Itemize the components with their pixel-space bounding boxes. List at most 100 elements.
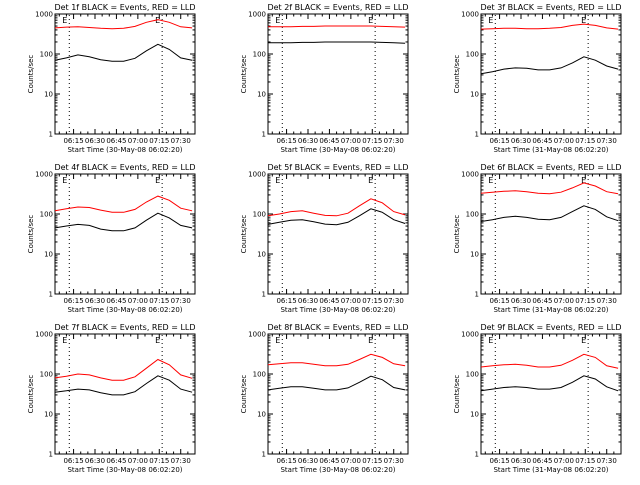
x-tick-label: 07:30 — [384, 457, 404, 465]
chart-panel-1: Det 1f BLACK = Events, RED = LLD 1 10 100 10… — [27, 3, 196, 154]
y-tick-label: 10 — [257, 411, 266, 419]
y-tick-label: 1 — [49, 131, 53, 139]
x-axis-label: Start Time (31-May-08 06:02:20) — [493, 466, 608, 474]
event-marker-label: E — [275, 176, 280, 185]
chart-title: Det 9f BLACK = Events, RED = LLD — [480, 323, 621, 332]
x-tick-label: 06:30 — [298, 457, 318, 465]
x-tick-label: 07:30 — [384, 137, 404, 145]
x-tick-label: 07:15 — [149, 457, 169, 465]
y-tick-label: 1 — [262, 291, 266, 299]
y-tick-label: 100 — [466, 371, 479, 379]
x-tick-label: 07:15 — [575, 457, 595, 465]
x-tick-label: 06:30 — [511, 297, 531, 305]
x-tick-label: 06:15 — [276, 137, 296, 145]
event-marker-label: E — [368, 16, 373, 25]
y-tick-label: 10 — [257, 91, 266, 99]
x-tick-label: 07:30 — [384, 297, 404, 305]
x-tick-label: 06:45 — [319, 457, 339, 465]
series-line-events — [267, 208, 406, 226]
y-axis-label: Counts/sec — [27, 55, 35, 94]
x-tick-label: 06:45 — [532, 297, 552, 305]
plot-frame — [54, 333, 196, 455]
x-axis-label: Start Time (30-May-08 06:02:20) — [67, 466, 182, 474]
y-tick-label: 100 — [40, 211, 53, 219]
y-tick-label: 1000 — [35, 171, 53, 179]
x-tick-label: 07:30 — [171, 297, 191, 305]
series-line-lld — [480, 23, 619, 30]
chart-panel-5: Det 5f BLACK = Events, RED = LLD 1 10 100 10… — [240, 163, 409, 314]
event-marker-label: E — [62, 16, 67, 25]
series-line-events — [480, 375, 619, 392]
x-tick-label: 07:15 — [362, 137, 382, 145]
series-line-lld — [480, 182, 619, 195]
y-tick-label: 1000 — [461, 331, 479, 339]
event-marker-label: E — [155, 16, 160, 25]
y-tick-label: 10 — [470, 91, 479, 99]
x-tick-label: 06:15 — [489, 297, 509, 305]
event-marker-label: E — [488, 16, 493, 25]
y-tick-label: 1 — [475, 451, 479, 459]
y-tick-label: 1000 — [248, 331, 266, 339]
chart-panel-7: Det 7f BLACK = Events, RED = LLD 1 10 100 10… — [27, 323, 196, 474]
x-tick-label: 06:15 — [489, 457, 509, 465]
y-axis-label: Counts/sec — [240, 55, 248, 94]
x-axis-label: Start Time (30-May-08 06:02:20) — [280, 306, 395, 314]
y-tick-label: 1 — [262, 451, 266, 459]
x-tick-label: 07:15 — [575, 297, 595, 305]
series-line-lld — [268, 25, 406, 28]
y-tick-label: 10 — [470, 251, 479, 259]
event-marker-label: E — [155, 176, 160, 185]
series-line-events — [268, 41, 406, 44]
x-tick-label: 06:45 — [106, 137, 126, 145]
x-tick-label: 06:30 — [298, 137, 318, 145]
x-tick-label: 07:00 — [128, 137, 148, 145]
x-tick-label: 07:30 — [597, 297, 617, 305]
y-tick-label: 1 — [49, 451, 53, 459]
chart-title: Det 3f BLACK = Events, RED = LLD — [480, 3, 621, 12]
y-tick-label: 1000 — [461, 171, 479, 179]
y-tick-label: 100 — [253, 211, 266, 219]
y-tick-label: 1000 — [248, 11, 266, 19]
x-tick-label: 06:45 — [106, 457, 126, 465]
chart-panel-2: Det 2f BLACK = Events, RED = LLD 1 10 100 10… — [240, 3, 409, 154]
plot-frame — [267, 13, 409, 135]
x-tick-label: 06:45 — [532, 137, 552, 145]
chart-title: Det 6f BLACK = Events, RED = LLD — [480, 163, 621, 172]
series-line-events — [54, 375, 193, 396]
y-tick-label: 100 — [253, 51, 266, 59]
plot-frame — [267, 173, 409, 295]
chart-panel-8: Det 8f BLACK = Events, RED = LLD 1 10 100 10… — [240, 323, 409, 474]
x-tick-label: 07:00 — [554, 137, 574, 145]
x-tick-label: 06:15 — [63, 137, 83, 145]
y-axis-label: Counts/sec — [453, 55, 461, 94]
x-tick-label: 06:30 — [85, 137, 105, 145]
event-marker-label: E — [275, 336, 280, 345]
series-line-lld — [54, 19, 193, 30]
x-tick-label: 07:15 — [575, 137, 595, 145]
x-tick-label: 06:15 — [276, 297, 296, 305]
x-tick-label: 06:45 — [106, 297, 126, 305]
chart-panel-4: Det 4f BLACK = Events, RED = LLD 1 10 100 10… — [27, 163, 196, 314]
x-tick-label: 06:15 — [489, 137, 509, 145]
y-tick-label: 1000 — [461, 11, 479, 19]
x-axis-label: Start Time (30-May-08 06:02:20) — [67, 306, 182, 314]
series-line-lld — [267, 353, 406, 367]
y-tick-label: 100 — [466, 211, 479, 219]
y-axis-label: Counts/sec — [27, 215, 35, 254]
chart-title: Det 5f BLACK = Events, RED = LLD — [267, 163, 408, 172]
x-tick-label: 07:00 — [341, 457, 361, 465]
y-tick-label: 1 — [49, 291, 53, 299]
chart-panel-6: Det 6f BLACK = Events, RED = LLD 1 10 100 10… — [453, 163, 622, 314]
event-marker-label: E — [488, 336, 493, 345]
y-axis-label: Counts/sec — [240, 375, 248, 414]
plot-frame — [480, 173, 622, 295]
x-axis-label: Start Time (31-May-08 06:02:20) — [493, 146, 608, 154]
y-tick-label: 100 — [40, 371, 53, 379]
x-tick-label: 06:45 — [319, 137, 339, 145]
series-line-events — [54, 212, 193, 232]
y-tick-label: 10 — [44, 411, 53, 419]
event-marker-label: E — [62, 176, 67, 185]
x-tick-label: 07:15 — [362, 457, 382, 465]
